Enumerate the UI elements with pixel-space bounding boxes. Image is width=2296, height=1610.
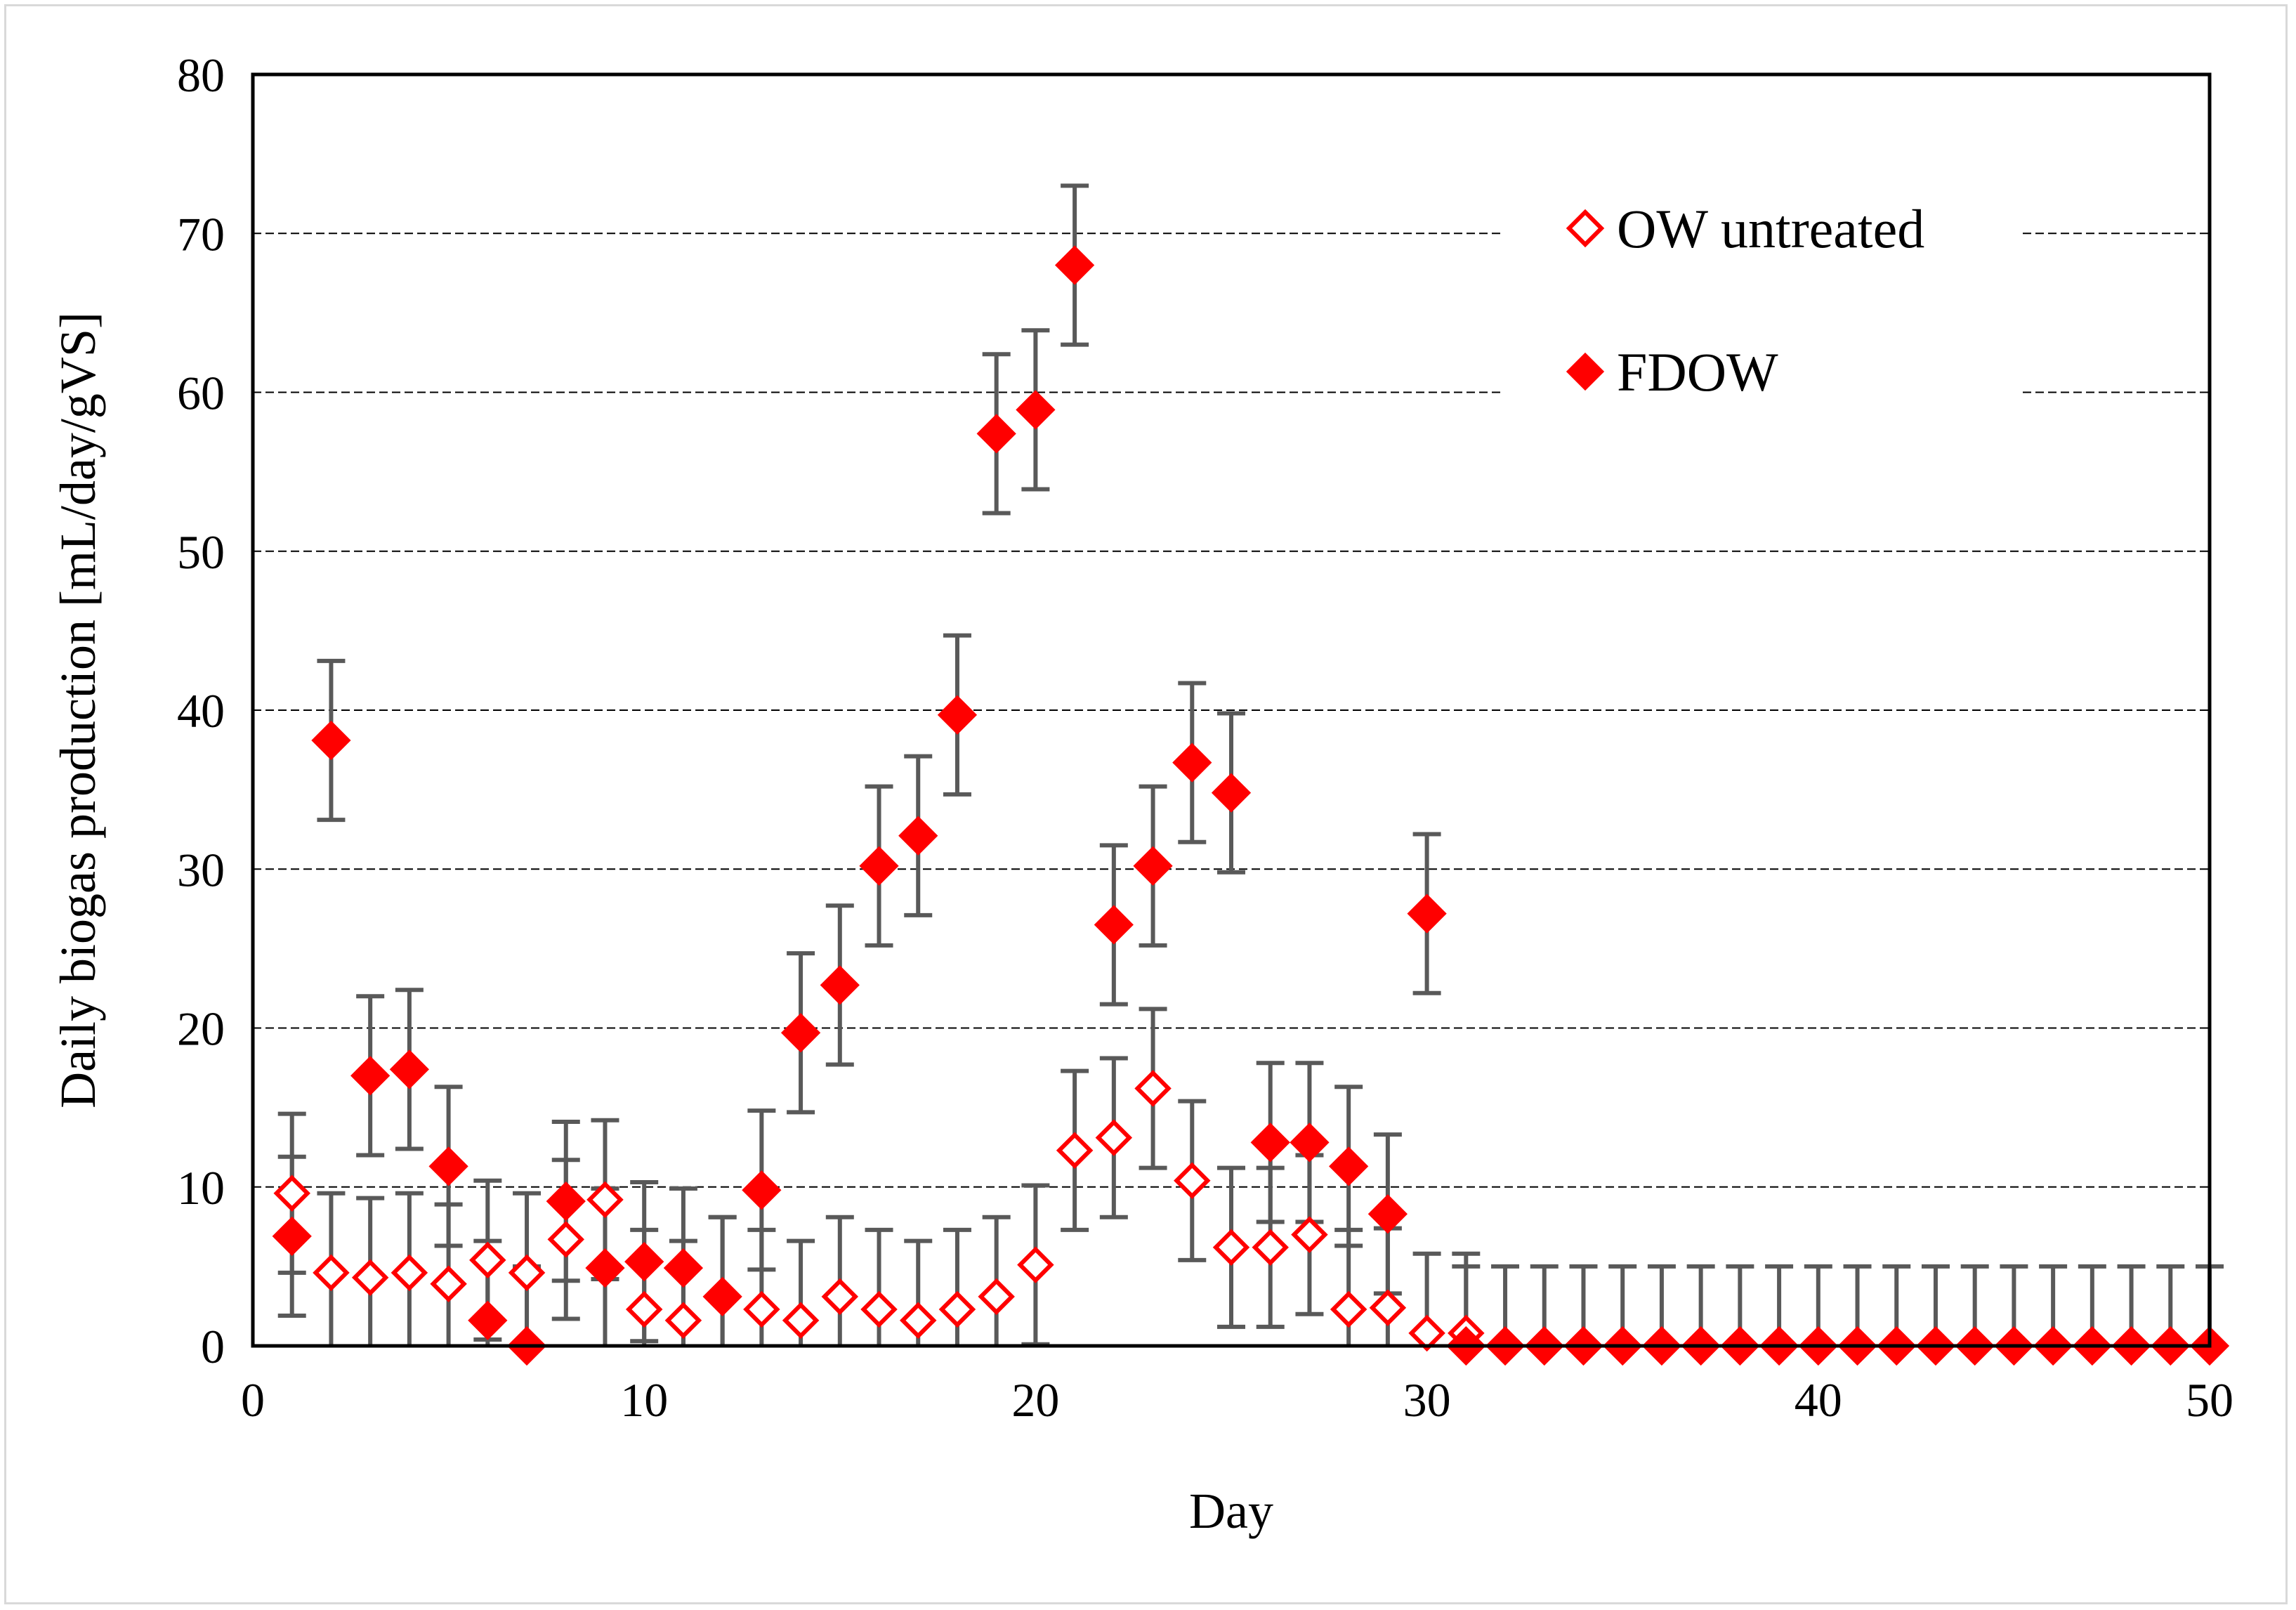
ow-untreated-point-day-14 xyxy=(782,1302,820,1340)
fdow-point-day-18 xyxy=(937,695,978,735)
fdow-point-day-5 xyxy=(428,1146,468,1186)
y-tick-label: 70 xyxy=(177,207,225,261)
fdow-point-day-27 xyxy=(1290,1123,1330,1163)
ow-untreated-point-day-13 xyxy=(743,1290,780,1328)
fdow-point-day-2 xyxy=(311,720,351,761)
x-tick-label: 30 xyxy=(1403,1373,1451,1427)
fdow-point-day-4 xyxy=(389,1049,430,1089)
ow-untreated-point-day-7 xyxy=(508,1254,546,1292)
y-tick-label: 0 xyxy=(201,1320,225,1373)
fdow-point-day-23 xyxy=(1133,846,1173,886)
fdow-point-day-30 xyxy=(1407,894,1447,934)
ow-untreated-point-day-8 xyxy=(547,1221,585,1258)
tick-labels: 0 10 20 30 40 50 60 70 80 0 10 20 30 40 50 xyxy=(177,48,2233,1427)
plot-area-border xyxy=(251,72,2212,1348)
y-tick-label: 30 xyxy=(177,843,225,896)
y-tick-label: 20 xyxy=(177,1002,225,1056)
x-axis-title: Day xyxy=(1189,1483,1273,1539)
legend-item-ow-untreated: OW untreated xyxy=(1566,198,1924,259)
fdow-point-day-6 xyxy=(468,1300,508,1340)
legend-label-ow-untreated: OW untreated xyxy=(1617,198,1924,259)
fdow-point-day-28 xyxy=(1329,1146,1369,1186)
x-tick-label: 40 xyxy=(1795,1373,1842,1427)
ow-untreated-point-day-18 xyxy=(938,1290,976,1328)
ow-untreated-point-day-17 xyxy=(899,1302,937,1340)
ow-untreated-point-day-9 xyxy=(586,1181,624,1219)
ow-untreated-point-day-22 xyxy=(1095,1119,1133,1156)
ow-untreated-point-day-15 xyxy=(821,1278,859,1316)
fdow-point-day-1 xyxy=(272,1216,312,1257)
ow-untreated-point-day-1 xyxy=(273,1174,310,1212)
fdow-point-day-21 xyxy=(1054,245,1095,285)
ow-untreated-point-day-30 xyxy=(1408,1314,1445,1352)
error-bar-ow-untreated-day-18 xyxy=(943,1227,971,1346)
x-tick-label: 20 xyxy=(1011,1373,1059,1427)
fdow-point-day-26 xyxy=(1250,1123,1290,1163)
ow-untreated-point-day-16 xyxy=(860,1290,898,1328)
ow-untreated-point-day-4 xyxy=(391,1254,428,1292)
ow-untreated-point-day-28 xyxy=(1330,1290,1367,1328)
ow-untreated-point-day-11 xyxy=(664,1302,702,1340)
fdow-point-day-10 xyxy=(624,1241,664,1282)
fdow-point-day-12 xyxy=(702,1276,742,1316)
ow-untreated-point-day-20 xyxy=(1017,1246,1054,1283)
y-tick-label: 80 xyxy=(177,48,225,102)
fdow-point-day-29 xyxy=(1367,1194,1408,1234)
fdow-point-day-13 xyxy=(742,1170,782,1210)
ow-untreated-point-day-2 xyxy=(313,1254,350,1292)
error-bar-ow-untreated-day-16 xyxy=(865,1227,893,1346)
ow-untreated-point-day-24 xyxy=(1174,1162,1211,1199)
legend-marker-filled-diamond xyxy=(1566,352,1605,391)
x-tick-label: 10 xyxy=(620,1373,668,1427)
ow-untreated-point-day-25 xyxy=(1212,1229,1250,1266)
legend-item-fdow: FDOW xyxy=(1566,341,1778,402)
fdow-point-day-3 xyxy=(350,1056,391,1096)
ow-untreated-point-day-27 xyxy=(1291,1216,1328,1253)
fdow-point-day-25 xyxy=(1211,773,1252,813)
legend-label-fdow: FDOW xyxy=(1617,341,1778,402)
y-tick-label: 40 xyxy=(177,684,225,738)
fdow-point-day-15 xyxy=(820,965,860,1005)
x-tick-label: 0 xyxy=(241,1373,265,1427)
legend-marker-open-diamond xyxy=(1566,209,1605,248)
ow-untreated-point-day-19 xyxy=(978,1278,1015,1316)
fdow-point-day-24 xyxy=(1172,742,1212,783)
y-tick-label: 50 xyxy=(177,525,225,579)
legend: OW untreated FDOW xyxy=(1503,158,2023,425)
y-tick-label: 10 xyxy=(177,1161,225,1215)
fdow-point-day-16 xyxy=(859,846,899,886)
ow-untreated-point-day-3 xyxy=(351,1259,389,1296)
x-tick-label: 50 xyxy=(2186,1373,2233,1427)
fdow-point-day-14 xyxy=(780,1013,821,1053)
ow-untreated-point-day-29 xyxy=(1369,1289,1407,1326)
fdow-point-day-8 xyxy=(546,1181,586,1222)
fdow-point-day-17 xyxy=(898,816,938,856)
fdow-point-day-11 xyxy=(663,1248,704,1288)
fdow-point-day-19 xyxy=(976,414,1016,454)
fdow-point-day-20 xyxy=(1016,390,1056,430)
ow-untreated-point-day-23 xyxy=(1134,1070,1172,1107)
fdow-point-day-9 xyxy=(585,1248,625,1288)
ow-untreated-point-day-6 xyxy=(469,1241,506,1279)
y-axis-title: Daily biogas production [mL/day/gVS] xyxy=(50,312,106,1108)
ow-untreated-point-day-21 xyxy=(1056,1132,1094,1169)
y-tick-label: 60 xyxy=(177,367,225,420)
ow-untreated-point-day-5 xyxy=(430,1265,467,1303)
ow-untreated-point-day-10 xyxy=(625,1290,663,1328)
ow-untreated-point-day-26 xyxy=(1252,1229,1289,1266)
fdow-point-day-22 xyxy=(1094,905,1134,945)
